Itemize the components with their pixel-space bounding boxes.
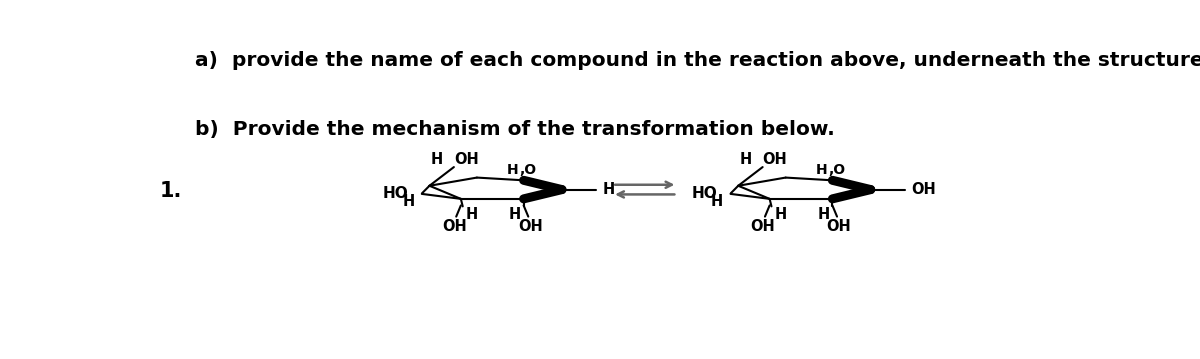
Text: H: H bbox=[509, 207, 521, 222]
Text: OH: OH bbox=[763, 151, 787, 167]
Text: H: H bbox=[602, 182, 616, 197]
Text: ,O: ,O bbox=[828, 163, 846, 177]
Text: H: H bbox=[508, 163, 518, 177]
Text: H: H bbox=[466, 207, 478, 222]
Text: OH: OH bbox=[517, 219, 542, 234]
Text: OH: OH bbox=[454, 151, 479, 167]
Text: OH: OH bbox=[827, 219, 851, 234]
Text: H: H bbox=[774, 207, 786, 222]
Text: ,O: ,O bbox=[520, 163, 536, 177]
Text: H: H bbox=[817, 207, 829, 222]
Text: HO: HO bbox=[383, 186, 409, 201]
Text: H: H bbox=[402, 194, 414, 209]
Text: OH: OH bbox=[751, 219, 775, 234]
Text: 1.: 1. bbox=[160, 181, 181, 201]
Text: H: H bbox=[816, 163, 828, 177]
Text: OH: OH bbox=[912, 182, 936, 197]
Text: b)  Provide the mechanism of the transformation below.: b) Provide the mechanism of the transfor… bbox=[194, 121, 834, 140]
Text: H: H bbox=[431, 151, 443, 167]
Text: H: H bbox=[739, 151, 751, 167]
Text: H: H bbox=[712, 194, 724, 209]
Text: HO: HO bbox=[691, 186, 718, 201]
Text: a)  provide the name of each compound in the reaction above, underneath the stru: a) provide the name of each compound in … bbox=[194, 51, 1200, 70]
Text: OH: OH bbox=[442, 219, 467, 234]
